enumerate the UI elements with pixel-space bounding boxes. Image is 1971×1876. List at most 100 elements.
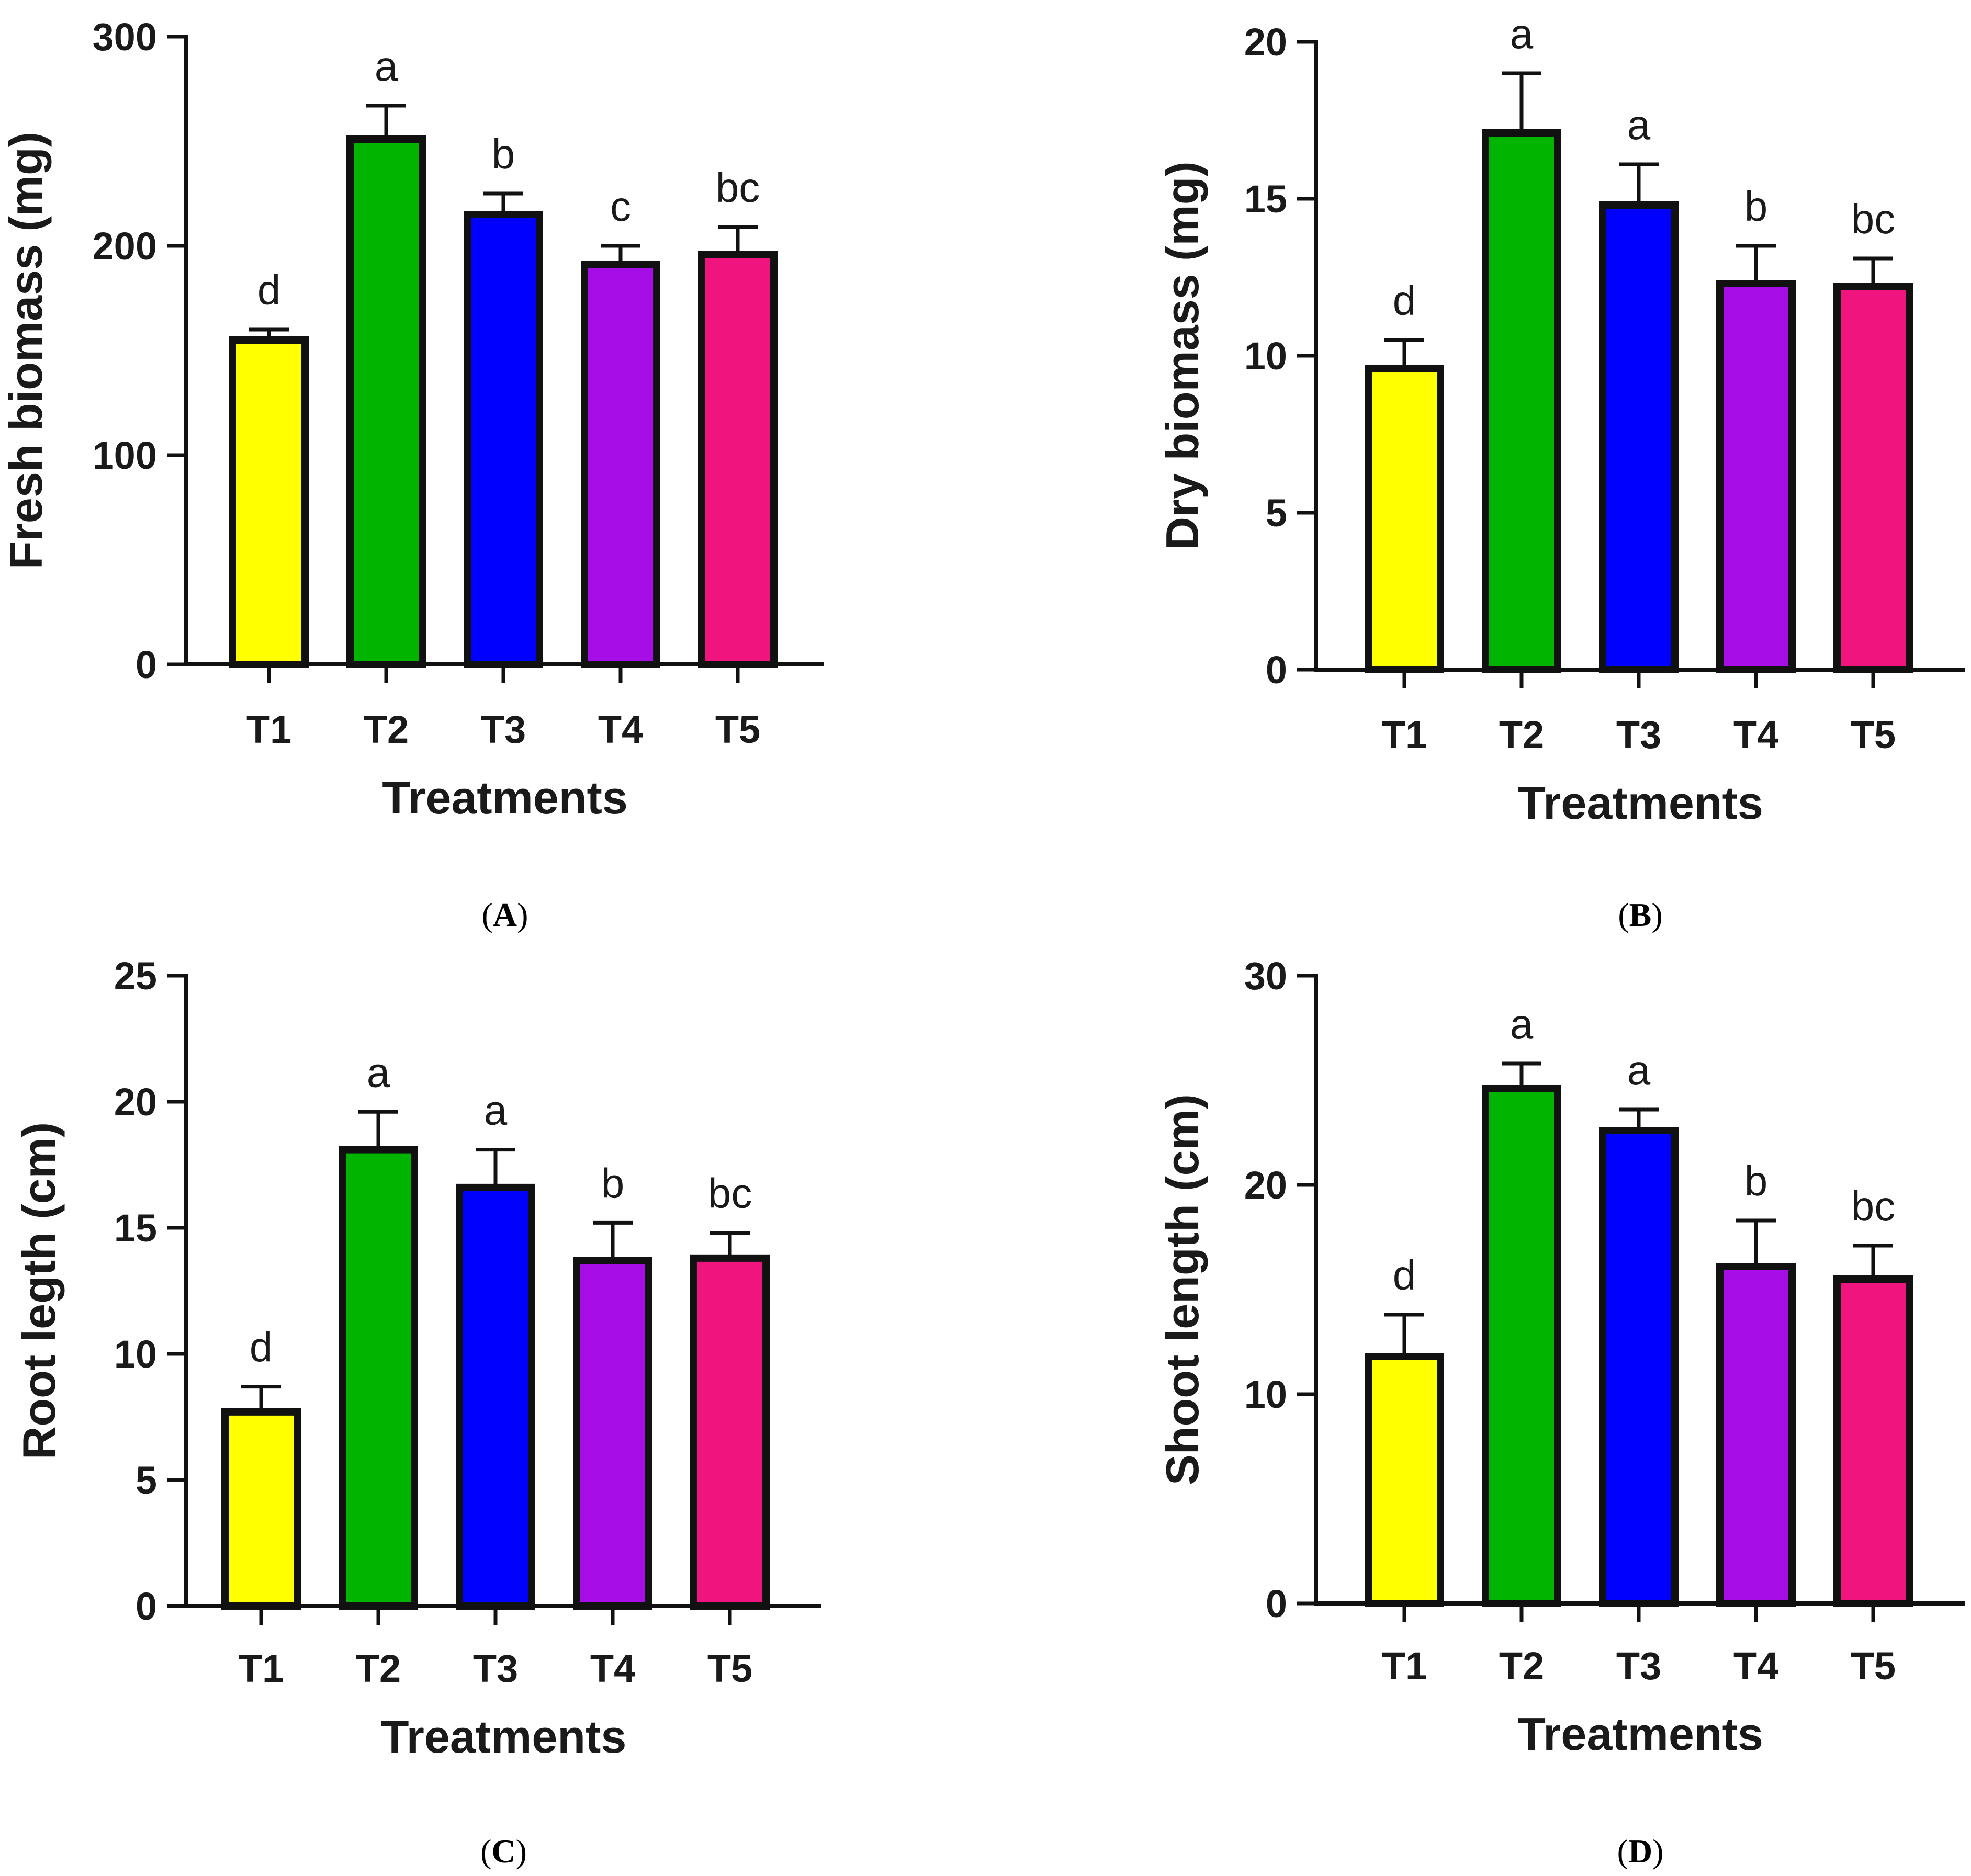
- bar-t4: [581, 261, 660, 668]
- significance-label: a: [1510, 10, 1534, 57]
- bar-t3: [456, 1183, 535, 1610]
- x-tick-label: T5: [1851, 713, 1896, 756]
- y-axis-label: Dry biomass (mg): [1156, 161, 1208, 550]
- x-tick-label: T1: [239, 1647, 284, 1690]
- bar-t4: [1716, 280, 1796, 673]
- bar-t1: [221, 1408, 301, 1610]
- x-tick-label: T2: [1499, 1644, 1544, 1688]
- x-tick-label: T2: [356, 1647, 401, 1690]
- significance-label: a: [367, 1049, 390, 1095]
- y-axis-label: Fresh biomass (mg): [0, 132, 52, 569]
- x-tick-label: T3: [1616, 1644, 1661, 1688]
- y-tick-label: 5: [136, 1459, 157, 1502]
- x-tick-label: T4: [590, 1647, 635, 1690]
- significance-label: a: [1627, 1047, 1651, 1093]
- bar-t1: [229, 336, 309, 668]
- significance-label: a: [1627, 101, 1651, 148]
- significance-label: b: [1744, 183, 1768, 230]
- x-axis-label: Treatments: [381, 1711, 627, 1762]
- bar-t3: [1599, 1127, 1679, 1607]
- panel-caption-letter: D: [1628, 1833, 1652, 1870]
- bar-t5: [1833, 283, 1913, 673]
- significance-label: a: [1510, 1001, 1534, 1047]
- panel-caption: (B): [1618, 896, 1662, 933]
- bar-t2: [1482, 129, 1561, 673]
- bar-t2: [1482, 1085, 1561, 1607]
- x-tick-label: T1: [246, 708, 291, 751]
- significance-label: a: [484, 1087, 508, 1134]
- y-tick-label: 10: [1244, 1373, 1287, 1416]
- y-tick-label: 30: [1244, 954, 1287, 998]
- y-axis-label: Root legth (cm): [13, 1122, 65, 1460]
- bar-t4: [573, 1257, 652, 1610]
- x-tick-label: T1: [1382, 1644, 1427, 1688]
- y-tick-label: 300: [93, 15, 157, 59]
- bar-t4: [1716, 1263, 1796, 1607]
- x-axis-label: Treatments: [1517, 1708, 1763, 1760]
- x-tick-label: T4: [1733, 713, 1778, 756]
- chart-panel-c: d T1 a T2 a T3 b T4 bc T5 0 5 10 15 20 25 Treatments Root…: [13, 954, 821, 1870]
- significance-label: bc: [1851, 1183, 1896, 1229]
- x-tick-label: T4: [1733, 1644, 1778, 1688]
- y-tick-label: 100: [93, 434, 157, 477]
- x-tick-label: T2: [1499, 713, 1544, 756]
- significance-label: bc: [716, 164, 760, 211]
- y-tick-label: 200: [93, 224, 157, 268]
- y-tick-label: 0: [1266, 1582, 1287, 1625]
- y-axis-label: Shoot length (cm): [1156, 1094, 1208, 1485]
- significance-label: bc: [708, 1170, 752, 1217]
- significance-label: bc: [1851, 196, 1896, 242]
- x-tick-label: T5: [715, 708, 760, 751]
- bar-t5: [1833, 1275, 1913, 1607]
- y-tick-label: 0: [136, 1585, 157, 1628]
- y-tick-label: 20: [1244, 20, 1287, 64]
- y-tick-label: 0: [1266, 648, 1287, 692]
- y-tick-label: 10: [1244, 334, 1287, 378]
- y-tick-label: 20: [114, 1080, 157, 1124]
- bar-t1: [1365, 365, 1444, 673]
- significance-label: d: [250, 1324, 273, 1371]
- y-tick-label: 10: [114, 1332, 157, 1376]
- y-tick-label: 25: [114, 954, 157, 998]
- x-tick-label: T1: [1382, 713, 1427, 756]
- x-axis-label: Treatments: [1517, 777, 1763, 829]
- significance-label: a: [375, 43, 398, 89]
- panel-caption: (C): [480, 1833, 527, 1870]
- x-tick-label: T3: [481, 708, 526, 751]
- y-tick-label: 0: [136, 643, 157, 686]
- significance-label: b: [601, 1160, 625, 1206]
- bar-t5: [690, 1254, 770, 1610]
- y-tick-label: 5: [1266, 491, 1287, 535]
- chart-panel-a: d T1 a T2 b T3 c T4 bc T5 0 100 200 300 Treatments Fres…: [0, 15, 824, 933]
- bar-t3: [1599, 201, 1679, 673]
- bar-t2: [346, 135, 426, 668]
- x-tick-label: T2: [364, 708, 409, 751]
- significance-label: c: [610, 183, 631, 230]
- y-tick-label: 20: [1244, 1163, 1287, 1207]
- x-tick-label: T5: [1851, 1644, 1896, 1688]
- chart-panel-d: d T1 a T2 a T3 b T4 bc T5 0 10 20 30 Treatments Shoot l…: [1156, 954, 1965, 1870]
- significance-label: d: [1393, 277, 1416, 324]
- panel-caption: (A): [482, 896, 528, 933]
- panel-caption-letter: C: [491, 1833, 515, 1870]
- panel-caption-letter: B: [1629, 896, 1652, 933]
- significance-label: b: [492, 131, 515, 177]
- bar-t2: [339, 1146, 418, 1610]
- x-tick-label: T5: [707, 1647, 752, 1690]
- bar-t3: [464, 211, 543, 668]
- panel-caption: (D): [1617, 1833, 1664, 1870]
- x-tick-label: T3: [1616, 713, 1661, 756]
- y-tick-label: 15: [1244, 177, 1287, 221]
- y-tick-label: 15: [114, 1206, 157, 1250]
- bar-t1: [1365, 1353, 1444, 1607]
- significance-label: d: [1393, 1252, 1416, 1298]
- panel-caption-letter: A: [493, 896, 517, 933]
- x-axis-label: Treatments: [382, 772, 628, 823]
- x-tick-label: T3: [473, 1647, 518, 1690]
- bar-t5: [698, 251, 778, 668]
- significance-label: b: [1744, 1158, 1768, 1204]
- significance-label: d: [257, 267, 281, 313]
- x-tick-label: T4: [598, 708, 643, 751]
- chart-panel-b: d T1 a T2 a T3 b T4 bc T5 0 5 10 15 20 Treatments Dry bi…: [1156, 10, 1965, 933]
